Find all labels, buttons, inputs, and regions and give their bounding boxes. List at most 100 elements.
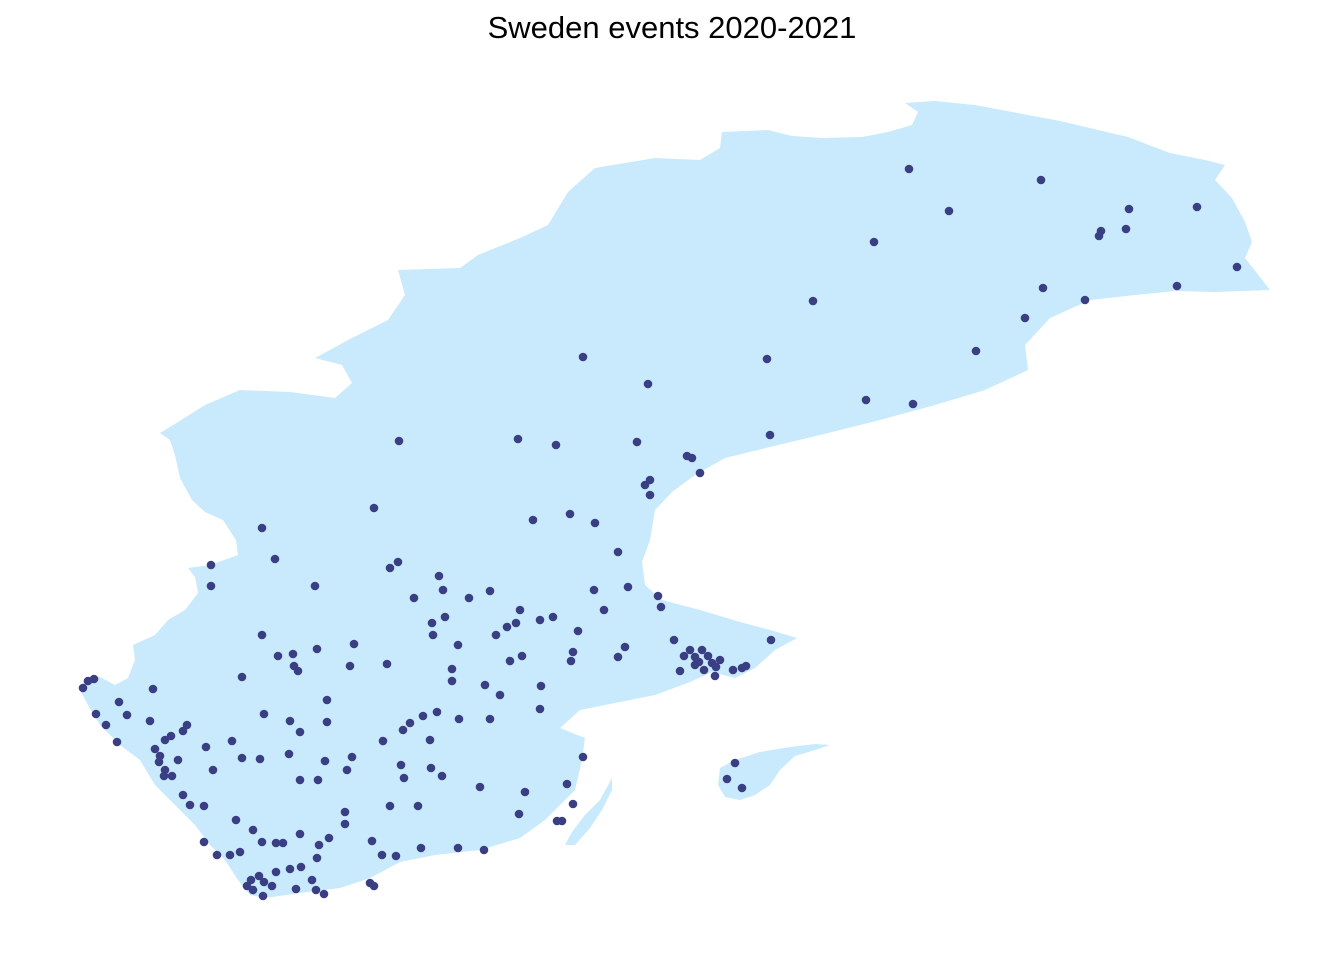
event-point (185, 800, 195, 810)
event-point (314, 840, 324, 850)
event-point (340, 807, 350, 817)
event-point (1172, 281, 1182, 291)
event-point (259, 877, 269, 887)
event-point (342, 765, 352, 775)
event-point (566, 656, 576, 666)
event-point (679, 651, 689, 661)
event-point (167, 771, 177, 781)
event-point (160, 735, 170, 745)
event-point (307, 875, 317, 885)
event-point (728, 665, 738, 675)
event-point (511, 618, 521, 628)
event-point (737, 783, 747, 793)
event-point (154, 757, 164, 767)
event-point (1094, 231, 1104, 241)
event-point (425, 735, 435, 745)
event-point (513, 434, 523, 444)
event-point (278, 838, 288, 848)
event-point (485, 586, 495, 596)
event-point (613, 652, 623, 662)
event-point (284, 749, 294, 759)
event-point (347, 752, 357, 762)
event-point (208, 765, 218, 775)
event-point (201, 742, 211, 752)
event-point (620, 642, 630, 652)
event-point (254, 871, 264, 881)
event-point (861, 395, 871, 405)
event-point (568, 647, 578, 657)
event-point (447, 676, 457, 686)
event-point (428, 630, 438, 640)
event-point (685, 645, 695, 655)
event-point (312, 644, 322, 654)
event-point (552, 816, 562, 826)
event-point (1232, 262, 1242, 272)
event-point (502, 622, 512, 632)
event-point (258, 891, 268, 901)
event-point (690, 660, 700, 670)
event-point (206, 581, 216, 591)
event-point (320, 756, 330, 766)
event-point (766, 635, 776, 645)
event-point (293, 666, 303, 676)
event-point (669, 635, 679, 645)
event-point (78, 683, 88, 693)
event-point (369, 881, 379, 891)
land-layer (80, 101, 1270, 898)
event-point (345, 661, 355, 671)
event-point (703, 651, 713, 661)
event-point (178, 726, 188, 736)
event-point (536, 681, 546, 691)
event-point (101, 720, 111, 730)
event-point (645, 490, 655, 500)
event-point (413, 801, 423, 811)
event-point (517, 651, 527, 661)
event-point (271, 867, 281, 877)
event-point (288, 649, 298, 659)
event-point (270, 554, 280, 564)
event-point (369, 503, 379, 513)
event-point (447, 664, 457, 674)
gotland-island (718, 744, 830, 800)
event-point (340, 819, 350, 829)
event-point (259, 709, 269, 719)
event-point (426, 763, 436, 773)
event-point (643, 379, 653, 389)
event-point (409, 593, 419, 603)
event-point (311, 885, 321, 895)
event-point (399, 773, 409, 783)
event-point (480, 680, 490, 690)
event-point (159, 771, 169, 781)
event-point (710, 671, 720, 681)
event-point (437, 771, 447, 781)
event-point (114, 697, 124, 707)
event-point (89, 674, 99, 684)
event-point (199, 837, 209, 847)
event-point (91, 709, 101, 719)
event-point (416, 843, 426, 853)
event-point (515, 605, 525, 615)
event-point (1038, 283, 1048, 293)
event-point (1124, 204, 1134, 214)
event-point (944, 206, 954, 216)
event-point (432, 707, 442, 717)
event-point (573, 626, 583, 636)
event-point (908, 399, 918, 409)
event-point (396, 760, 406, 770)
event-point (322, 717, 332, 727)
event-point (495, 690, 505, 700)
event-point (398, 725, 408, 735)
event-point (385, 801, 395, 811)
event-point (697, 645, 707, 655)
event-point (178, 790, 188, 800)
event-point (520, 787, 530, 797)
event-point (248, 885, 258, 895)
event-point (578, 752, 588, 762)
event-point (418, 711, 428, 721)
event-point (687, 453, 697, 463)
event-point (653, 591, 663, 601)
event-point (267, 881, 277, 891)
event-point (377, 850, 387, 860)
event-point (427, 618, 437, 628)
